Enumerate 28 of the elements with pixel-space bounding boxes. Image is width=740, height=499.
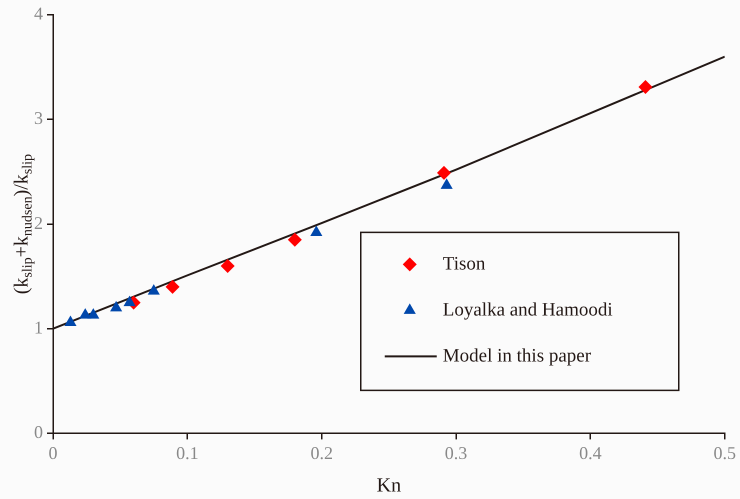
legend-label: Tison xyxy=(442,253,486,274)
y-tick-label: 4 xyxy=(34,4,43,24)
y-tick-label: 3 xyxy=(34,108,43,128)
y-tick-label: 1 xyxy=(34,317,43,338)
x-tick-label: 0.5 xyxy=(714,442,736,463)
point xyxy=(148,284,160,295)
point xyxy=(64,315,77,326)
x-tick-label: 0.3 xyxy=(444,442,468,463)
point xyxy=(220,258,235,273)
y-tick-label: 0 xyxy=(34,422,43,442)
point xyxy=(166,280,180,294)
point xyxy=(638,80,652,94)
point xyxy=(110,300,122,312)
x-axis-title: Kn xyxy=(376,474,402,496)
x-tick-label: 0.4 xyxy=(579,442,602,463)
point xyxy=(436,166,451,180)
point xyxy=(288,232,302,247)
point xyxy=(124,296,136,306)
legend-label: Loyalka and Hamoodi xyxy=(442,299,613,320)
point xyxy=(310,225,322,236)
y-tick-label: 2 xyxy=(34,212,43,233)
legend-label: Model in this paper xyxy=(442,345,592,366)
y-axis-title: (kslip+knudsen)/kslip xyxy=(10,154,36,294)
point xyxy=(440,178,453,189)
x-tick-label: 0.1 xyxy=(176,442,199,463)
x-tick-label: 0.2 xyxy=(310,442,333,463)
point xyxy=(87,308,100,319)
x-tick-label: 0 xyxy=(48,442,58,463)
